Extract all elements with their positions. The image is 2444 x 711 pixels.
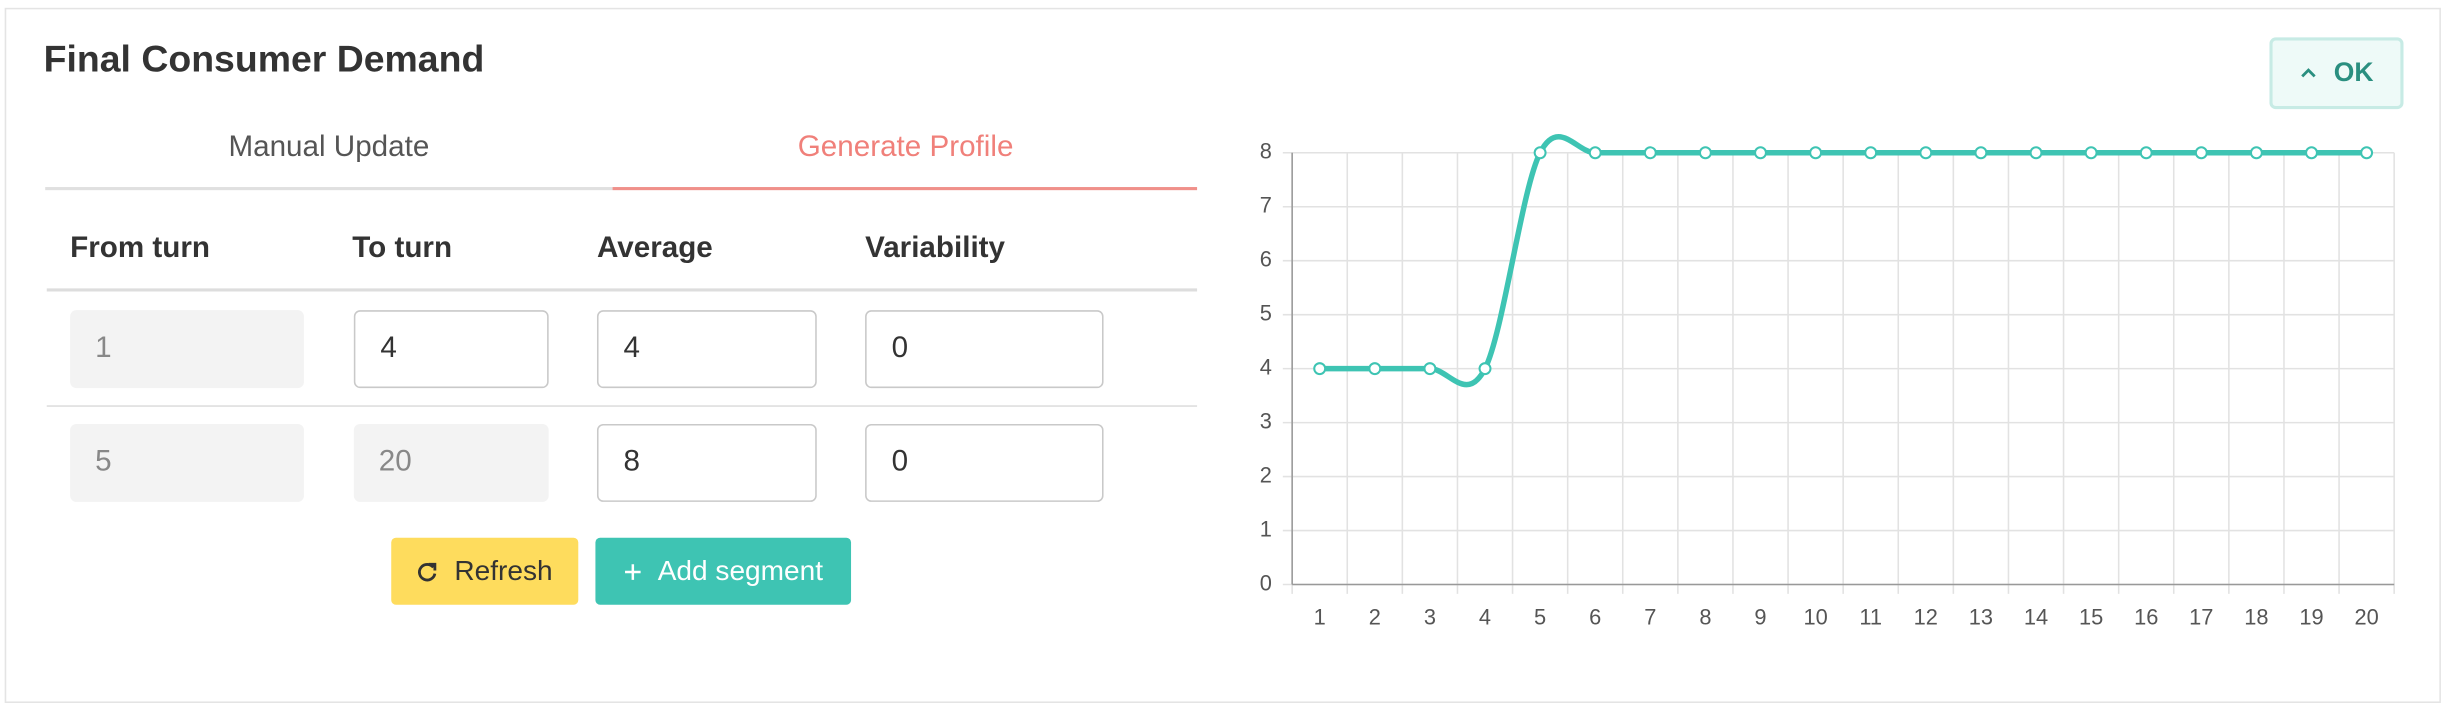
x-tick-label: 1 (1314, 605, 1326, 630)
x-tick-label: 9 (1754, 605, 1766, 630)
x-tick-label: 17 (2189, 605, 2213, 630)
header-line (46, 288, 1198, 292)
point (1423, 362, 1437, 376)
ok-label: OK (2333, 57, 2374, 88)
point (2360, 146, 2374, 160)
point (1864, 146, 1878, 160)
cell-input[interactable]: 4 (596, 310, 817, 389)
point (2249, 146, 2263, 160)
point (1643, 146, 1657, 160)
x-tick-label: 13 (1969, 605, 1993, 630)
point (2084, 146, 2098, 160)
x-tick-label: 19 (2299, 605, 2323, 630)
refresh-icon (418, 562, 438, 581)
y-tick-label: 0 (1260, 570, 1272, 595)
x-tick-label: 3 (1424, 605, 1436, 630)
x-tick-label: 14 (2024, 605, 2048, 630)
add-segment-label: Add segment (657, 554, 824, 587)
x-tick-label: 15 (2079, 605, 2103, 630)
x-tick-label: 2 (1369, 605, 1381, 630)
cell-input[interactable]: 0 (865, 310, 1104, 389)
y-tick-label: 1 (1260, 516, 1272, 541)
point (2194, 146, 2208, 160)
point (1698, 146, 1712, 160)
point (2029, 146, 2043, 160)
column-header: From turn (70, 232, 210, 265)
card (4, 7, 2441, 703)
cell-input[interactable]: 8 (596, 423, 817, 502)
add-segment-button[interactable]: Add segment (595, 537, 852, 605)
cell-readonly: 1 (70, 310, 304, 389)
column-header: To turn (352, 232, 453, 265)
x-tick-label: 5 (1534, 605, 1546, 630)
refresh-button[interactable]: Refresh (391, 537, 579, 605)
x-tick-label: 10 (1803, 605, 1827, 630)
ok-button[interactable]: OK (2269, 37, 2404, 110)
point (1368, 362, 1382, 376)
cell-input[interactable]: 0 (865, 423, 1104, 502)
tab[interactable]: Manual Update (228, 130, 430, 164)
cell-readonly: 20 (353, 423, 549, 502)
caret-icon (2301, 68, 2317, 78)
cell-input[interactable]: 4 (353, 310, 549, 389)
point (1478, 362, 1492, 376)
point (1809, 146, 1823, 160)
y-tick-label: 4 (1260, 354, 1272, 379)
x-tick-label: 6 (1589, 605, 1601, 630)
point (1974, 146, 1988, 160)
point (1754, 146, 1767, 160)
point (2305, 146, 2318, 160)
plus-icon (624, 563, 641, 580)
tab-active-line (612, 187, 1198, 191)
y-tick-label: 8 (1260, 139, 1272, 164)
y-tick-label: 7 (1260, 192, 1272, 217)
x-tick-label: 18 (2244, 605, 2268, 630)
y-tick-label: 3 (1260, 408, 1272, 433)
x-tick-label: 16 (2134, 605, 2158, 630)
x-tick-label: 4 (1479, 605, 1491, 630)
cell-readonly: 5 (70, 423, 304, 502)
tab-active[interactable]: Generate Profile (797, 130, 1014, 164)
y-tick-label: 5 (1260, 300, 1272, 325)
x-tick-label: 8 (1699, 605, 1711, 630)
refresh-label: Refresh (454, 554, 553, 587)
column-header: Variability (865, 232, 1006, 265)
point (1588, 146, 1602, 160)
title: Final Consumer Demand (43, 38, 485, 82)
column-header: Average (596, 232, 713, 265)
row-line (46, 405, 1198, 407)
point (1313, 362, 1327, 376)
point (1919, 146, 1933, 160)
point (2139, 146, 2153, 160)
y-tick-label: 2 (1260, 462, 1272, 487)
point (1533, 146, 1547, 160)
x-tick-label: 7 (1644, 605, 1656, 630)
y-tick-label: 6 (1260, 246, 1272, 271)
x-tick-label: 12 (1914, 605, 1938, 630)
x-tick-label: 20 (2354, 605, 2378, 630)
tab-line (45, 187, 613, 191)
x-tick-label: 11 (1859, 605, 1882, 630)
